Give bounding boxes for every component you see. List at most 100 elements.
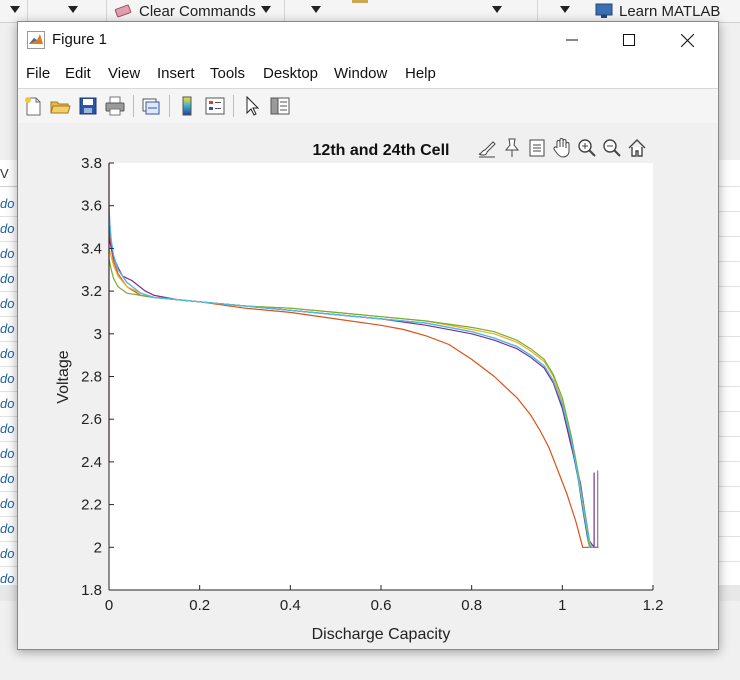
x-tick-label: 0.2 <box>189 597 210 614</box>
folder-icon <box>352 0 368 3</box>
desktop-toolstrip: Clear Commands Learn MATLAB <box>0 0 740 23</box>
x-tick-label: 0.4 <box>280 597 301 614</box>
y-tick-label: 2.2 <box>81 497 102 514</box>
home-icon[interactable] <box>626 136 648 160</box>
link-plot-icon[interactable] <box>140 95 162 117</box>
grid-line <box>718 486 740 487</box>
menu-view[interactable]: View <box>108 65 141 82</box>
insert-legend-icon[interactable] <box>204 95 226 117</box>
workspace-row[interactable]: do <box>0 391 17 417</box>
menu-tools[interactable]: Tools <box>210 65 246 82</box>
close-icon <box>680 33 694 47</box>
pan-icon[interactable] <box>551 136 573 160</box>
workspace-row[interactable]: do <box>0 341 17 367</box>
dropdown-arrow-icon[interactable] <box>492 6 502 13</box>
y-tick-label: 3 <box>94 326 102 343</box>
zoom-out-icon[interactable] <box>601 136 623 160</box>
x-axis-label: Discharge Capacity <box>312 626 451 643</box>
grid-line <box>718 511 740 512</box>
x-tick-label: 1.2 <box>643 597 664 614</box>
minimize-button[interactable] <box>549 22 595 58</box>
open-file-icon[interactable] <box>49 95 71 117</box>
menu-edit[interactable]: Edit <box>65 65 91 82</box>
menu-help[interactable]: Help <box>405 65 436 82</box>
grid-line <box>718 236 740 237</box>
workspace-row[interactable]: do <box>0 316 17 342</box>
grid-line <box>718 211 740 212</box>
figure-window: Figure 1 File Edit View Insert Tools Des… <box>17 21 719 650</box>
workspace-panel: V do do do do do do do do do do do do do do do do <box>0 160 18 592</box>
workspace-row[interactable]: do <box>0 416 17 442</box>
toolbar-divider <box>133 95 134 117</box>
series-line-6[interactable] <box>108 205 597 548</box>
workspace-row[interactable]: do <box>0 241 17 267</box>
y-tick-label: 2.6 <box>81 411 102 428</box>
y-tick-label: 3.6 <box>81 198 102 215</box>
edit-plot-icon[interactable] <box>241 95 263 117</box>
save-icon[interactable] <box>77 95 99 117</box>
workspace-row[interactable]: do <box>0 366 17 392</box>
series-line-8[interactable] <box>593 470 599 548</box>
workspace-row[interactable]: do <box>0 291 17 317</box>
close-button[interactable] <box>664 22 710 58</box>
learn-matlab-label: Learn MATLAB <box>619 2 721 20</box>
axes-toolbar <box>476 136 648 162</box>
zoom-in-icon[interactable] <box>576 136 598 160</box>
chevron-down-icon <box>260 6 271 13</box>
new-figure-icon[interactable] <box>22 95 44 117</box>
workspace-header: V <box>0 160 17 187</box>
workspace-row[interactable]: do <box>0 541 17 567</box>
series-line-5[interactable] <box>108 258 593 548</box>
divider <box>537 0 538 22</box>
divider <box>27 0 28 22</box>
y-tick-label: 2.8 <box>81 369 102 386</box>
menu-window[interactable]: Window <box>334 65 388 82</box>
matlab-icon <box>27 31 45 49</box>
clear-commands-button[interactable]: Clear Commands <box>114 0 271 22</box>
figure-canvas: 0 0.2 0.4 0.6 0.8 1 1.2 1.8 2 2.2 2.4 2.6 2.8 3 3.2 3.4… <box>18 123 718 649</box>
workspace-row[interactable]: do <box>0 191 17 217</box>
grid-line <box>718 361 740 362</box>
divider <box>106 0 107 22</box>
grid-line <box>718 536 740 537</box>
print-icon[interactable] <box>104 95 126 117</box>
property-inspector-icon[interactable] <box>269 95 291 117</box>
grid-line <box>718 561 740 562</box>
dropdown-arrow-icon[interactable] <box>68 6 78 13</box>
workspace-row[interactable]: do <box>0 466 17 492</box>
title-bar[interactable]: Figure 1 <box>18 22 718 58</box>
line-chart[interactable]: 0 0.2 0.4 0.6 0.8 1 1.2 1.8 2 2.2 2.4 2.6 2.8 3 3.2 3.4… <box>18 123 718 649</box>
workspace-row[interactable]: do <box>0 491 17 517</box>
minimize-icon <box>566 39 578 41</box>
menu-file[interactable]: File <box>26 65 51 82</box>
insert-colorbar-icon[interactable] <box>176 95 198 117</box>
eraser-icon <box>114 4 132 18</box>
menu-insert[interactable]: Insert <box>157 65 195 82</box>
dropdown-arrow-icon[interactable] <box>311 6 321 13</box>
workspace-row[interactable]: do <box>0 516 17 542</box>
grid-line <box>718 461 740 462</box>
data-tips-icon[interactable] <box>501 136 523 160</box>
axes-background <box>109 163 653 590</box>
restore-view-icon[interactable] <box>526 136 548 160</box>
workspace-row[interactable]: do <box>0 216 17 242</box>
y-tick-label: 2 <box>94 539 102 556</box>
workspace-row[interactable]: do <box>0 441 17 467</box>
y-tick-label: 3.2 <box>81 283 102 300</box>
dropdown-arrow-icon[interactable] <box>560 6 570 13</box>
y-tick-label: 2.4 <box>81 454 102 471</box>
x-tick-label: 0.6 <box>371 597 392 614</box>
learn-icon <box>595 3 613 18</box>
x-tick-label: 1 <box>558 597 566 614</box>
workspace-row[interactable]: do <box>0 266 17 292</box>
learn-matlab-button[interactable]: Learn MATLAB <box>594 0 720 22</box>
grid-line <box>718 411 740 412</box>
brush-icon[interactable] <box>476 136 498 160</box>
dropdown-arrow-icon[interactable] <box>10 6 20 13</box>
right-panel <box>718 160 740 590</box>
toolbar-divider <box>233 95 234 117</box>
y-tick-label: 3.4 <box>81 240 102 257</box>
menu-desktop[interactable]: Desktop <box>263 65 319 82</box>
y-tick-label: 1.8 <box>81 582 102 599</box>
maximize-button[interactable] <box>606 22 652 58</box>
